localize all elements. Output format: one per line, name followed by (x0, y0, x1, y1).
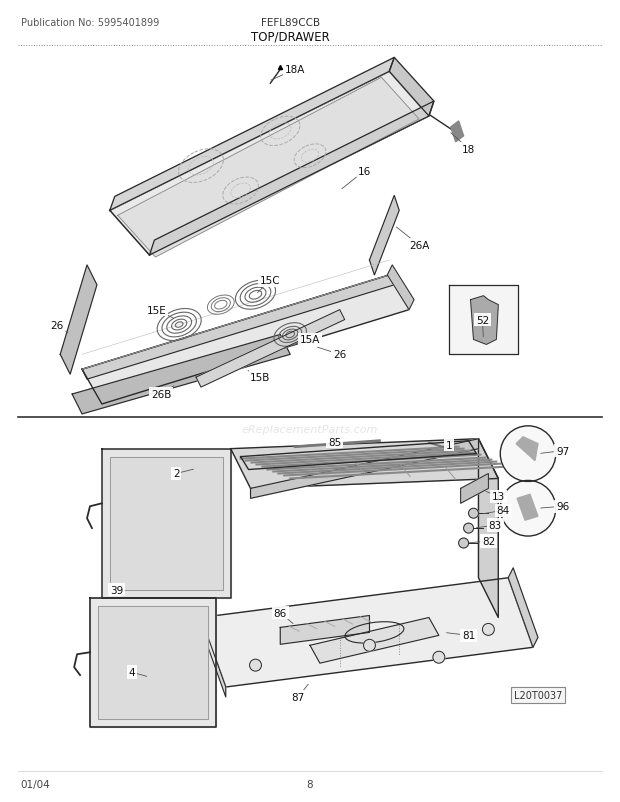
Polygon shape (479, 439, 498, 618)
Polygon shape (389, 59, 434, 117)
Text: 83: 83 (489, 520, 502, 530)
Text: 15E: 15E (146, 306, 166, 315)
Text: 13: 13 (492, 492, 505, 502)
Circle shape (469, 508, 479, 519)
Text: 26: 26 (333, 350, 347, 360)
Text: TOP/DRAWER: TOP/DRAWER (251, 30, 330, 43)
Polygon shape (102, 449, 231, 597)
Text: 26A: 26A (409, 241, 429, 251)
Text: 82: 82 (482, 537, 495, 546)
Text: L20T0037: L20T0037 (514, 690, 562, 700)
Polygon shape (370, 196, 399, 276)
Polygon shape (82, 276, 394, 379)
Polygon shape (449, 286, 518, 354)
Text: 18: 18 (462, 144, 475, 155)
Polygon shape (72, 335, 290, 415)
Text: 26B: 26B (151, 390, 172, 399)
Circle shape (482, 624, 494, 635)
Polygon shape (280, 616, 370, 645)
Text: 01/04: 01/04 (20, 780, 50, 789)
Circle shape (433, 651, 445, 663)
Polygon shape (231, 439, 498, 488)
Polygon shape (98, 606, 208, 719)
Text: 4: 4 (128, 667, 135, 677)
Polygon shape (508, 568, 538, 647)
Text: 96: 96 (556, 501, 569, 512)
Text: 15B: 15B (250, 373, 271, 383)
Text: FEFL89CCB: FEFL89CCB (260, 18, 320, 27)
Polygon shape (201, 578, 533, 687)
Text: eReplacementParts.com: eReplacementParts.com (242, 424, 378, 434)
Text: 39: 39 (110, 585, 123, 595)
Polygon shape (461, 474, 489, 504)
Text: 8: 8 (307, 780, 313, 789)
Text: 52: 52 (476, 315, 489, 325)
Polygon shape (110, 457, 223, 590)
Text: 18A: 18A (285, 65, 305, 75)
Polygon shape (90, 597, 216, 727)
Text: 26: 26 (51, 320, 64, 330)
Circle shape (500, 481, 556, 537)
Polygon shape (201, 618, 226, 697)
Polygon shape (250, 439, 479, 499)
Polygon shape (388, 265, 414, 310)
Polygon shape (517, 495, 538, 520)
Circle shape (464, 524, 474, 533)
Text: 81: 81 (462, 630, 475, 641)
Circle shape (363, 639, 375, 651)
Polygon shape (110, 59, 394, 211)
Text: 15A: 15A (300, 335, 320, 345)
Polygon shape (118, 78, 419, 257)
Polygon shape (451, 122, 464, 143)
Circle shape (500, 427, 556, 482)
Text: 16: 16 (358, 166, 371, 176)
Polygon shape (310, 618, 439, 663)
Text: Publication No: 5995401899: Publication No: 5995401899 (20, 18, 159, 27)
Polygon shape (82, 276, 409, 404)
Text: 1: 1 (445, 440, 452, 450)
Text: 2: 2 (173, 469, 180, 479)
Polygon shape (196, 310, 345, 387)
Text: 15C: 15C (260, 276, 281, 286)
Text: 84: 84 (497, 505, 510, 516)
Circle shape (249, 659, 262, 671)
Polygon shape (149, 102, 434, 256)
Text: 97: 97 (556, 446, 569, 456)
Polygon shape (471, 297, 498, 345)
Text: 86: 86 (273, 608, 287, 618)
Circle shape (459, 538, 469, 549)
Polygon shape (110, 72, 429, 256)
Text: 87: 87 (291, 692, 305, 702)
Text: 85: 85 (328, 437, 342, 448)
Polygon shape (60, 265, 97, 375)
Polygon shape (516, 437, 538, 461)
